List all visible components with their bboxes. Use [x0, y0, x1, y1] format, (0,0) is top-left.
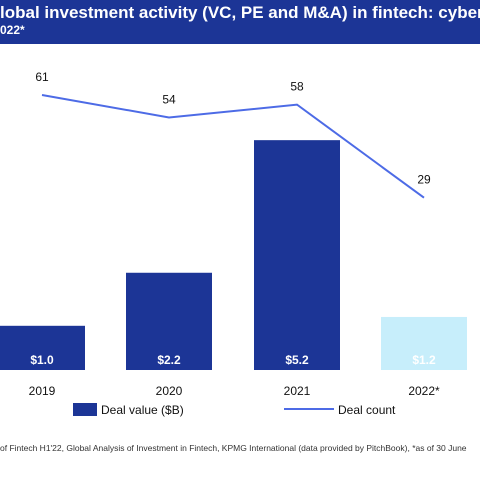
bar-2020	[126, 272, 212, 370]
chart-subtitle: 022*	[0, 23, 25, 37]
bar-label: $2.2	[157, 353, 181, 367]
deal-count-line	[41, 94, 425, 199]
deal-count-label: 58	[290, 80, 304, 94]
deal-count-label: 54	[162, 92, 176, 106]
bar-2019	[0, 325, 85, 370]
x-tick-label: 2021	[284, 384, 311, 398]
deal-count-label: 29	[417, 173, 431, 187]
bar-label: $5.2	[285, 353, 309, 367]
legend-label-deal-value: Deal value ($B)	[101, 403, 184, 417]
deal-count-label: 61	[35, 70, 49, 84]
bar-2022	[381, 316, 467, 370]
chart-title: lobal investment activity (VC, PE and M&…	[0, 3, 480, 22]
bar-2021	[254, 140, 340, 370]
source-note: of Fintech H1'22, Global Analysis of Inv…	[0, 443, 467, 453]
legend-swatch-deal-value	[73, 403, 97, 416]
x-tick-label: 2019	[29, 384, 56, 398]
chart-canvas: $1.0 $2.2 $5.2 $1.2 61 54 58 29 2019 2020 2021 2022…	[0, 70, 467, 417]
bar-label: $1.2	[412, 353, 436, 367]
bar-label: $1.0	[30, 353, 54, 367]
legend-label-deal-count: Deal count	[338, 403, 396, 417]
chart-header: lobal investment activity (VC, PE and M&…	[0, 0, 480, 44]
x-tick-label: 2020	[156, 384, 183, 398]
x-tick-label: 2022*	[408, 384, 440, 398]
